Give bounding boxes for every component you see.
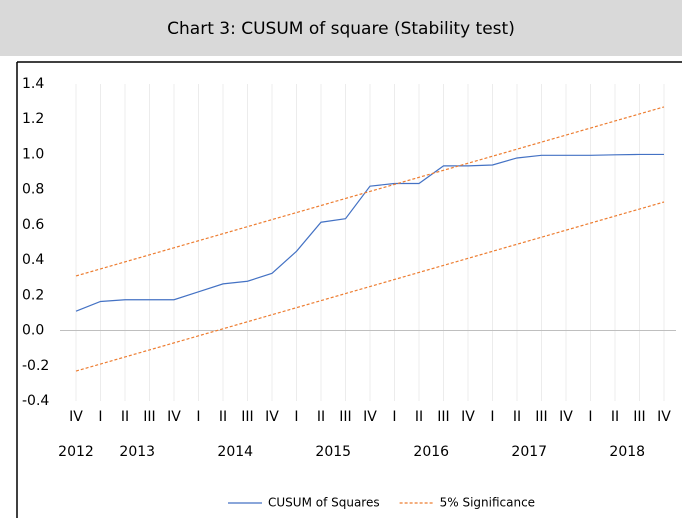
year-label: 2017 <box>511 444 547 460</box>
x-tick-label: I <box>196 409 200 425</box>
x-tick-label: IV <box>363 409 377 425</box>
x-tick-label: IV <box>461 409 475 425</box>
x-tick-label: III <box>241 409 253 425</box>
x-tick-label: IV <box>559 409 573 425</box>
x-tick-label: IV <box>69 409 83 425</box>
x-tick-label: IV <box>167 409 181 425</box>
year-label: 2015 <box>315 444 351 460</box>
x-tick-label: I <box>294 409 298 425</box>
x-tick-label: II <box>415 409 423 425</box>
x-tick-label: III <box>633 409 645 425</box>
y-tick-label: 0.4 <box>22 252 44 268</box>
x-tick-label: III <box>339 409 351 425</box>
x-tick-label: III <box>535 409 547 425</box>
x-tick-label: II <box>121 409 129 425</box>
y-tick-label: 0.6 <box>22 217 44 233</box>
x-tick-label: I <box>490 409 494 425</box>
x-tick-label: II <box>219 409 227 425</box>
x-tick-label: IV <box>657 409 671 425</box>
x-tick-label: III <box>437 409 449 425</box>
series-line <box>75 201 665 372</box>
y-tick-label: 1.2 <box>22 111 44 127</box>
x-tick-label: II <box>611 409 619 425</box>
x-tick-label: I <box>588 409 592 425</box>
x-tick-label: I <box>392 409 396 425</box>
series-line <box>75 153 664 312</box>
year-label: 2013 <box>119 444 155 460</box>
y-tick-label: 1.0 <box>22 146 44 162</box>
x-tick-label: III <box>143 409 155 425</box>
y-tick-label: -0.4 <box>22 393 49 409</box>
y-tick-label: -0.2 <box>22 358 49 374</box>
y-tick-label: 1.4 <box>22 76 44 92</box>
y-tick-label: 0.8 <box>22 182 44 198</box>
legend-label: CUSUM of Squares <box>268 496 380 510</box>
year-label: 2016 <box>413 444 449 460</box>
y-tick-label: 0.2 <box>22 287 44 303</box>
year-label: 2012 <box>58 444 94 460</box>
title-banner <box>0 0 682 56</box>
series-line <box>75 106 665 277</box>
x-tick-label: II <box>513 409 521 425</box>
y-tick-label: 0.0 <box>22 323 44 339</box>
year-label: 2014 <box>217 444 253 460</box>
x-tick-label: II <box>317 409 325 425</box>
x-tick-label: I <box>98 409 102 425</box>
legend-label: 5% Significance <box>440 496 535 510</box>
year-label: 2018 <box>609 444 645 460</box>
chart-title: Chart 3: CUSUM of square (Stability test… <box>167 19 515 39</box>
x-tick-label: IV <box>265 409 279 425</box>
